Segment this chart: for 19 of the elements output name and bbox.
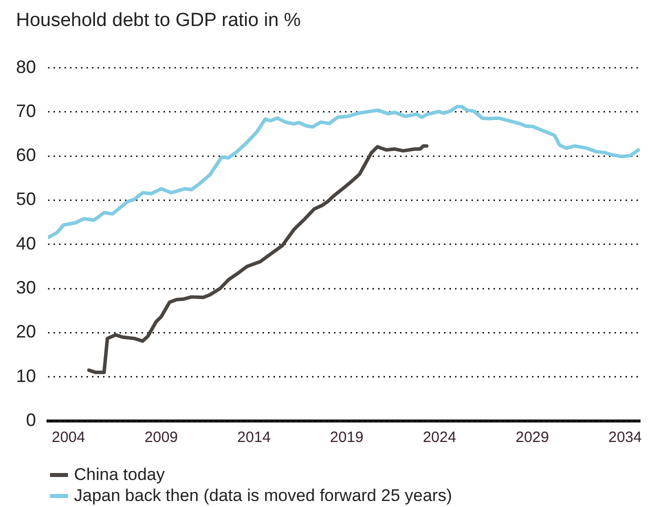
y-tick-label: 80 (16, 56, 36, 77)
y-tick-label: 20 (16, 322, 36, 342)
y-tick-label: 0 (26, 410, 36, 430)
legend-label: China today (74, 464, 165, 485)
y-tick-label: 50 (16, 189, 36, 210)
y-tick-label: 40 (16, 233, 36, 254)
y-axis-title: Household debt to GDP ratio in % (16, 10, 301, 32)
legend-label: Japan back then (data is moved forward 25 years) (74, 485, 452, 506)
y-tick-label: 60 (16, 145, 36, 166)
x-tick-label: 2024 (422, 429, 456, 446)
y-tick-label: 70 (16, 100, 36, 121)
x-tick-label: 2004 (52, 429, 86, 446)
x-tick-label: 2034 (608, 429, 642, 446)
x-tick-label: 2009 (144, 429, 178, 446)
y-tick-label: 10 (16, 366, 36, 386)
x-tick-label: 2019 (330, 429, 364, 446)
x-tick-label: 2029 (516, 429, 549, 446)
y-tick-label: 30 (16, 278, 36, 298)
x-tick-label: 2014 (237, 429, 271, 446)
